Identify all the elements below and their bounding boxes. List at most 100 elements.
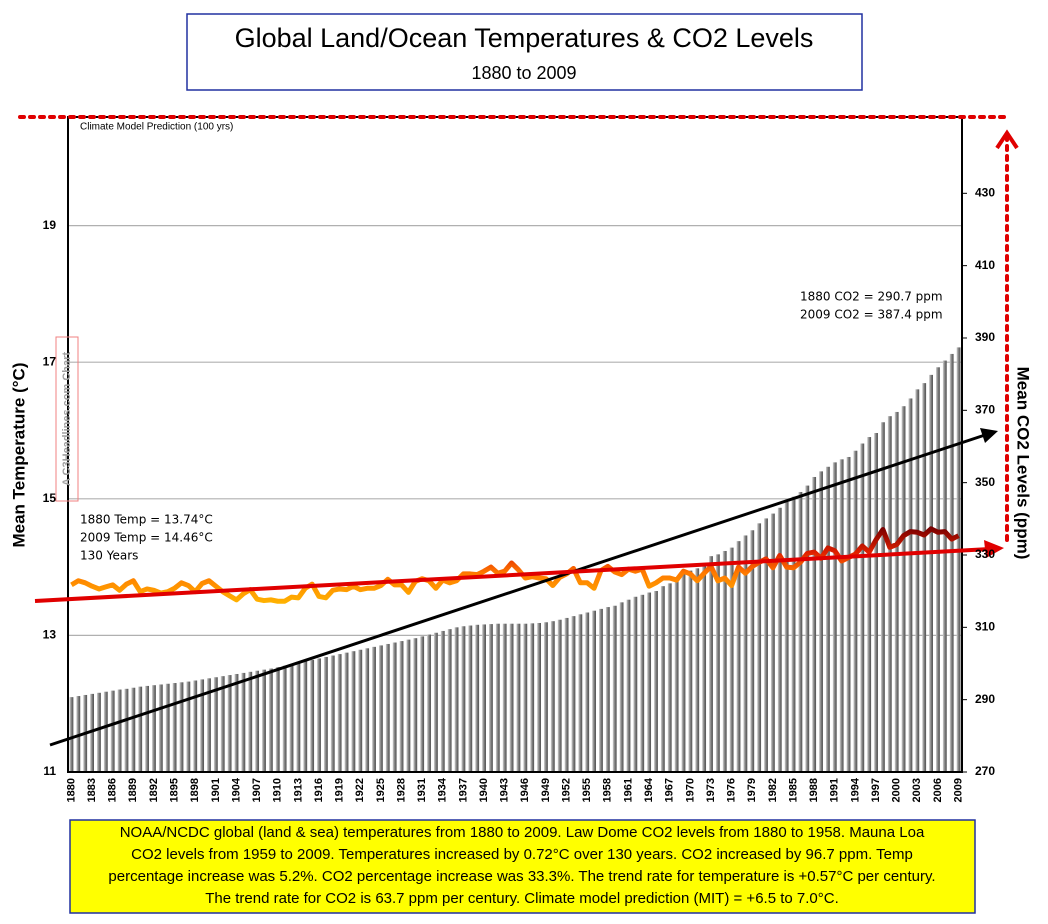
co2-bar [612, 605, 617, 772]
co2-bar [544, 622, 548, 772]
co2-bar [537, 622, 541, 772]
y-axis-label: Mean Temperature (°C) [9, 362, 28, 547]
x-tick-label: 1967 [664, 778, 676, 802]
co2-bar [880, 422, 885, 772]
co2-bar [887, 416, 892, 772]
x-tick-label: 1907 [251, 778, 263, 802]
co2-bar [750, 530, 755, 772]
co2-bar [825, 466, 830, 772]
co2-bar [894, 411, 899, 772]
x-tick-label: 1949 [540, 778, 552, 802]
co2-bar [103, 691, 108, 772]
co2-bar [530, 623, 535, 772]
x-tick-label: 2009 [952, 778, 964, 802]
watermark-box [55, 336, 79, 502]
co2-bar [337, 654, 342, 772]
co2-bar [234, 673, 239, 772]
co2-bar [516, 623, 521, 772]
annotation: 2009 Temp = 14.46°C [80, 531, 213, 545]
x-tick-label: 1931 [416, 778, 428, 802]
title-box [186, 13, 863, 91]
x-tick-label: 1952 [560, 778, 572, 802]
temperature-line [70, 526, 960, 604]
co2-bar [220, 676, 225, 772]
co2-bar [592, 610, 597, 772]
co2-bar [709, 556, 713, 772]
x-tick-label: 1988 [808, 778, 820, 802]
co2-bar [378, 645, 383, 772]
x-tick-label: 1946 [519, 778, 531, 802]
x-tick-label: 1970 [684, 778, 696, 802]
co2-bar [97, 692, 101, 772]
co2-bar [406, 639, 411, 772]
co2-bar [344, 652, 349, 772]
co2-bar [702, 564, 707, 772]
y2-tick-label: 330 [975, 547, 995, 561]
note-line: percentage increase was 5.2%. CO2 percen… [108, 868, 935, 885]
co2-bar [640, 594, 645, 772]
x-tick-label: 1895 [168, 778, 180, 802]
x-tick-label: 1985 [787, 778, 799, 802]
co2-bar [213, 677, 218, 772]
y2-tick-label: 310 [975, 620, 995, 634]
co2-bar [110, 690, 115, 772]
co2-bar [757, 523, 762, 772]
co2-bar [605, 607, 610, 772]
co2-bar [152, 685, 156, 772]
co2-bar [715, 554, 720, 772]
co2-bar [268, 668, 273, 772]
co2-bar [475, 624, 480, 772]
y2-axis-label: Mean CO2 Levels (ppm) [1014, 367, 1033, 560]
co2-bar [908, 398, 913, 772]
co2-bar [90, 693, 94, 772]
co2-bar [846, 456, 851, 772]
watermark: A C3Headlines.com Chart [61, 352, 73, 486]
co2-bar [69, 697, 74, 772]
model-arrow-head [995, 129, 1019, 150]
co2-bar [76, 696, 81, 772]
x-tick-label: 1901 [210, 778, 222, 802]
co2-bar [392, 642, 397, 772]
co2-bar [399, 641, 404, 772]
co2-bar [647, 592, 652, 772]
x-tick-label: 1898 [189, 778, 201, 802]
y2-tick-label: 390 [975, 330, 995, 344]
x-tick-label: 1889 [127, 778, 139, 802]
co2-bar [571, 616, 576, 772]
x-tick-label: 1910 [272, 778, 284, 802]
x-tick-label: 1976 [726, 778, 738, 802]
x-tick-label: 1991 [829, 778, 841, 802]
x-tick-label: 1886 [107, 778, 119, 802]
y2-tick-label: 370 [975, 402, 995, 416]
co2-bar [956, 347, 961, 772]
x-tick-label: 1919 [334, 778, 346, 802]
co2-bar [117, 689, 122, 772]
co2-bar [667, 583, 672, 772]
co2-bar [413, 638, 418, 772]
co2-bar [330, 655, 335, 772]
co2-bar [585, 612, 590, 772]
co2-bar [372, 646, 376, 772]
co2-bar [248, 671, 253, 772]
x-tick-label: 1922 [354, 778, 366, 802]
co2-bar [550, 621, 555, 772]
x-tick-label: 2003 [911, 778, 923, 802]
co2-bar [578, 614, 583, 772]
x-tick-label: 1997 [870, 778, 882, 802]
co2-bar [936, 367, 940, 772]
co2-bar [172, 683, 177, 772]
co2-bar [420, 636, 425, 772]
co2-bar [791, 496, 796, 772]
co2-bar [688, 570, 693, 772]
co2-bar [433, 632, 438, 772]
y-tick-label: 15 [43, 491, 57, 505]
x-tick-label: 1934 [437, 777, 449, 802]
chart-subtitle: 1880 to 2009 [471, 63, 576, 83]
co2-bar [193, 680, 198, 772]
x-tick-label: 1883 [86, 778, 98, 802]
x-tick-label: 1964 [643, 777, 655, 802]
y2-tick-label: 350 [975, 475, 995, 489]
y-tick-label: 17 [43, 354, 57, 368]
co2-bar [915, 389, 920, 772]
